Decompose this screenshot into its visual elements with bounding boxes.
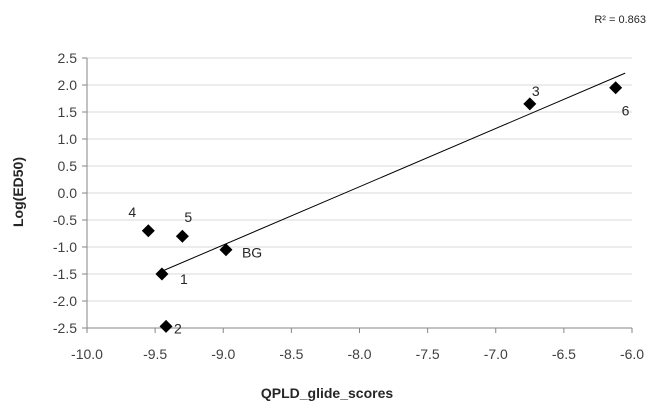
y-tick-label: 1.0 — [58, 131, 78, 147]
point-label-3: 3 — [532, 83, 540, 99]
x-tick-label: -9.5 — [143, 346, 167, 362]
x-tick-label: -6.5 — [552, 346, 576, 362]
data-point-6 — [609, 81, 623, 95]
axes — [86, 58, 633, 333]
x-tick-label: -8.5 — [279, 346, 303, 362]
y-tick-label: -1.0 — [53, 239, 77, 255]
data-point-3 — [523, 97, 537, 111]
data-point-4 — [141, 224, 155, 238]
y-axis-title: Log(ED50) — [10, 157, 26, 227]
x-tick-label: -9.0 — [211, 346, 235, 362]
data-points: 1 2 3 4 5 6 BG — [128, 81, 630, 336]
x-tick-labels: -10.0 -9.5 -9.0 -8.5 -8.0 -7.5 -7.0 -6.5 -6.0 — [71, 346, 644, 362]
point-label-5: 5 — [184, 209, 192, 225]
y-tick-label: -2.5 — [53, 320, 77, 336]
x-tick-label: -6.0 — [620, 346, 644, 362]
x-tick-label: -7.5 — [416, 346, 440, 362]
data-point-bg — [219, 243, 233, 257]
x-tick-label: -10.0 — [71, 346, 103, 362]
y-tick-label: -1.5 — [53, 266, 77, 282]
y-tick-labels: 2.5 2.0 1.5 1.0 0.5 0.0 -0.5 -1.0 -1.5 -2.0 -2.5 — [53, 50, 77, 336]
point-label-2: 2 — [174, 320, 182, 336]
grid-lines — [82, 57, 632, 329]
y-tick-label: 2.0 — [58, 77, 78, 93]
point-label-6: 6 — [622, 103, 630, 119]
trendline — [159, 72, 626, 273]
y-tick-label: 0.0 — [58, 185, 78, 201]
r-squared-label: R² = 0.863 — [594, 14, 646, 26]
point-label-4: 4 — [128, 204, 136, 220]
point-label-1: 1 — [180, 271, 188, 287]
y-tick-label: 2.5 — [58, 50, 78, 66]
x-tick-label: -8.0 — [347, 346, 371, 362]
x-axis-title: QPLD_glide_scores — [261, 385, 393, 401]
x-tick-label: -7.0 — [484, 346, 508, 362]
data-point-1 — [155, 267, 169, 281]
point-label-bg: BG — [242, 245, 262, 261]
data-point-5 — [175, 229, 189, 243]
y-tick-label: 1.5 — [58, 104, 78, 120]
y-tick-label: -0.5 — [53, 212, 77, 228]
data-point-2 — [159, 319, 173, 333]
y-tick-label: 0.5 — [58, 158, 78, 174]
y-tick-label: -2.0 — [53, 293, 77, 309]
